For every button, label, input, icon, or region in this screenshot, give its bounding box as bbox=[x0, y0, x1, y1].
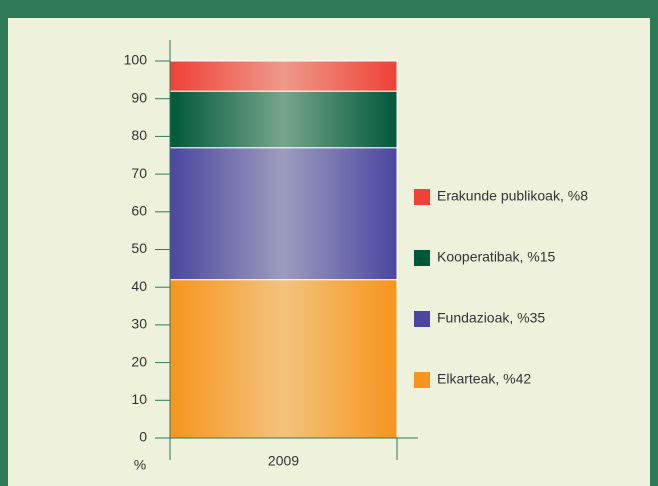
legend-swatch bbox=[414, 311, 430, 327]
y-tick-label: 20 bbox=[131, 353, 147, 369]
legend-swatch bbox=[414, 372, 430, 388]
legend-label: Elkarteak, %42 bbox=[437, 371, 531, 387]
y-tick-label: 40 bbox=[131, 278, 147, 294]
bar-segment bbox=[169, 60, 398, 92]
y-tick-label: 80 bbox=[131, 127, 147, 143]
y-tick-label: 60 bbox=[131, 203, 147, 219]
legend-swatch bbox=[414, 189, 430, 205]
y-tick-label: 30 bbox=[131, 316, 147, 332]
bar-segment bbox=[169, 90, 398, 149]
legend-label: Erakunde publikoak, %8 bbox=[437, 188, 588, 204]
bar-segment bbox=[169, 279, 398, 439]
y-tick-label: 50 bbox=[131, 240, 147, 256]
y-tick-label: 0 bbox=[139, 429, 147, 445]
y-tick-label: 100 bbox=[124, 52, 148, 68]
bar-segment bbox=[169, 147, 398, 281]
legend-swatch bbox=[414, 250, 430, 266]
y-tick-label: 70 bbox=[131, 165, 147, 181]
y-axis-label: % bbox=[134, 457, 146, 473]
legend-label: Kooperatibak, %15 bbox=[437, 249, 556, 265]
x-tick-label: 2009 bbox=[268, 453, 299, 469]
y-tick-label: 90 bbox=[131, 89, 147, 105]
legend-label: Fundazioak, %35 bbox=[437, 310, 545, 326]
y-tick-label: 10 bbox=[131, 391, 147, 407]
